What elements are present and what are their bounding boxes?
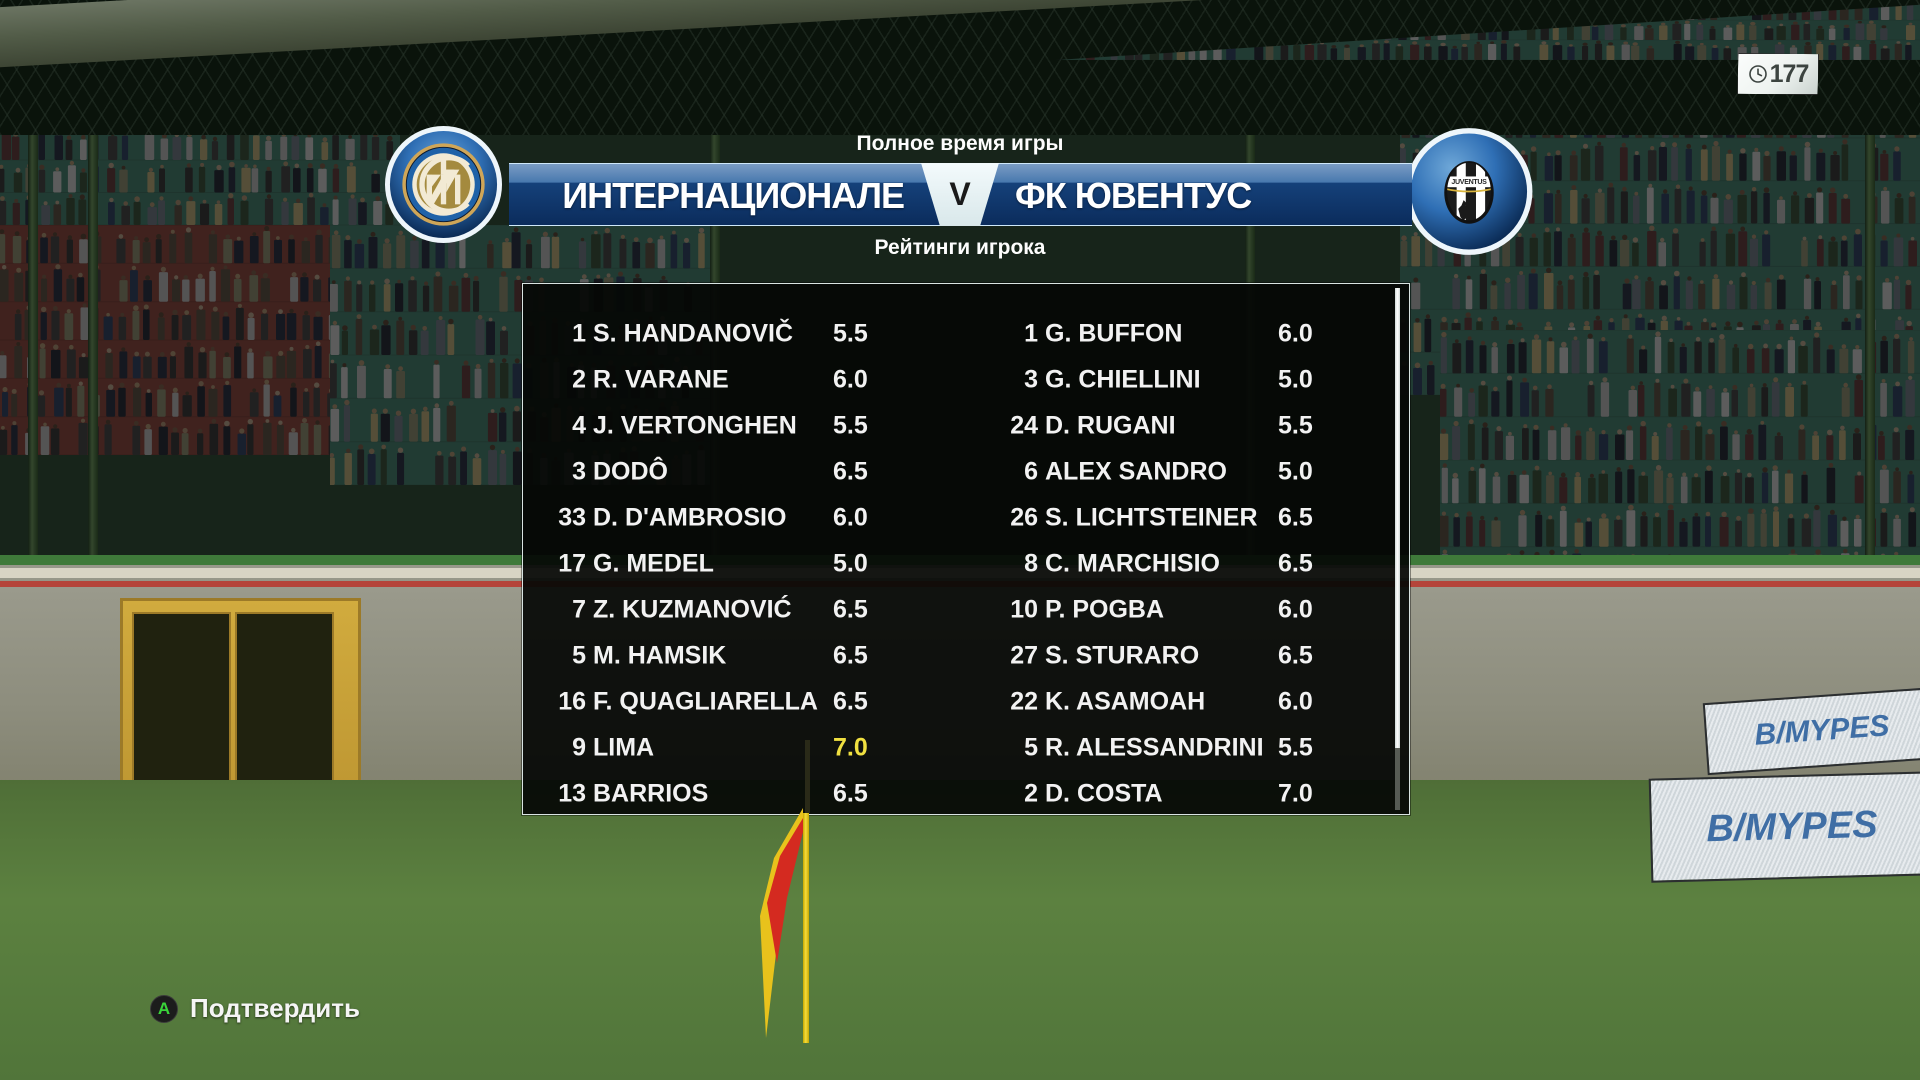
svg-text:JUVENTUS: JUVENTUS [1451, 178, 1487, 186]
